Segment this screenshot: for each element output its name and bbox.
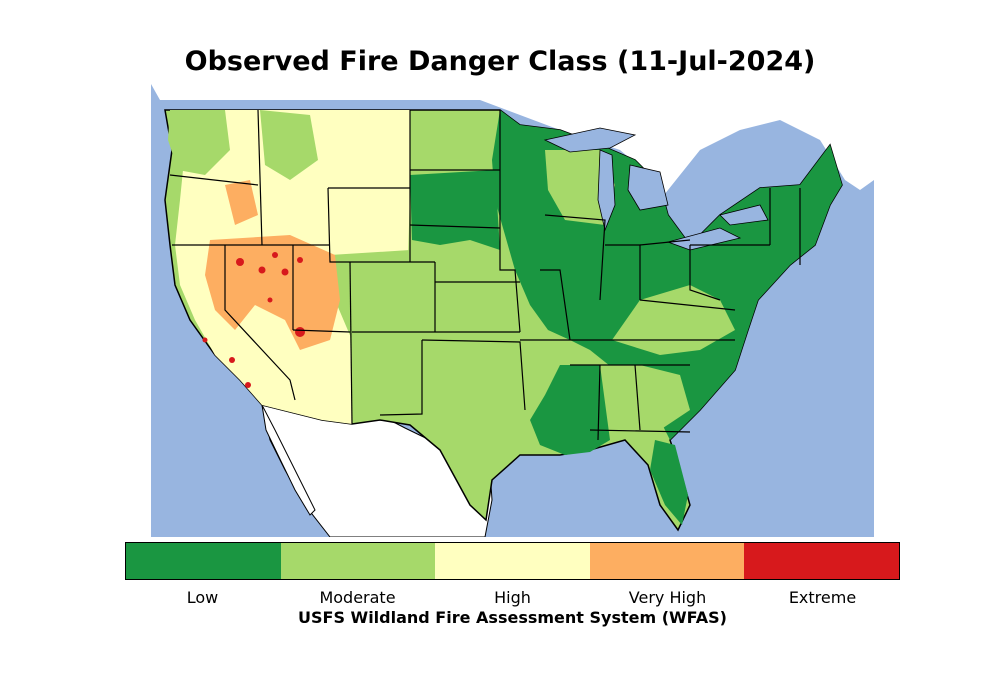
colorbar-label-very-high: Very High [628, 588, 707, 607]
colorbar-segment-extreme [744, 543, 899, 579]
colorbar-label-low: Low [186, 588, 219, 607]
moderate-southeast [600, 365, 690, 430]
very-high-oregon [225, 180, 258, 225]
colorbar-caption: USFS Wildland Fire Assessment System (WF… [298, 608, 727, 627]
colorbar-segment-low [126, 543, 281, 579]
state-borders [169, 109, 801, 441]
moderate-pacific-nw [168, 110, 230, 175]
colorbar-labels: Low Moderate High Very High Extreme [125, 588, 900, 607]
map-title: Observed Fire Danger Class (11-Jul-2024) [184, 46, 816, 77]
colorbar-label-extreme: Extreme [788, 588, 857, 607]
colorbar-label-high: High [494, 588, 531, 607]
low-danger-northern-plains [410, 170, 500, 250]
moderate-idaho [260, 110, 318, 180]
extreme-danger-spots [202, 252, 305, 388]
fire-danger-map [151, 84, 874, 537]
moderate-ohio-valley [612, 285, 735, 355]
canada-land [151, 84, 874, 200]
colorbar-segment-very-high [589, 543, 745, 579]
moderate-upper-midwest [545, 150, 615, 225]
colorbar-segment-high [435, 543, 590, 579]
colorbar-segment-moderate [280, 543, 436, 579]
great-lakes [543, 127, 769, 251]
fire-danger-colorbar [125, 542, 900, 580]
colorbar-label-moderate: Moderate [319, 588, 396, 607]
baja-peninsula [261, 404, 316, 516]
low-danger-florida [650, 440, 688, 525]
low-danger-gulf [530, 365, 610, 455]
